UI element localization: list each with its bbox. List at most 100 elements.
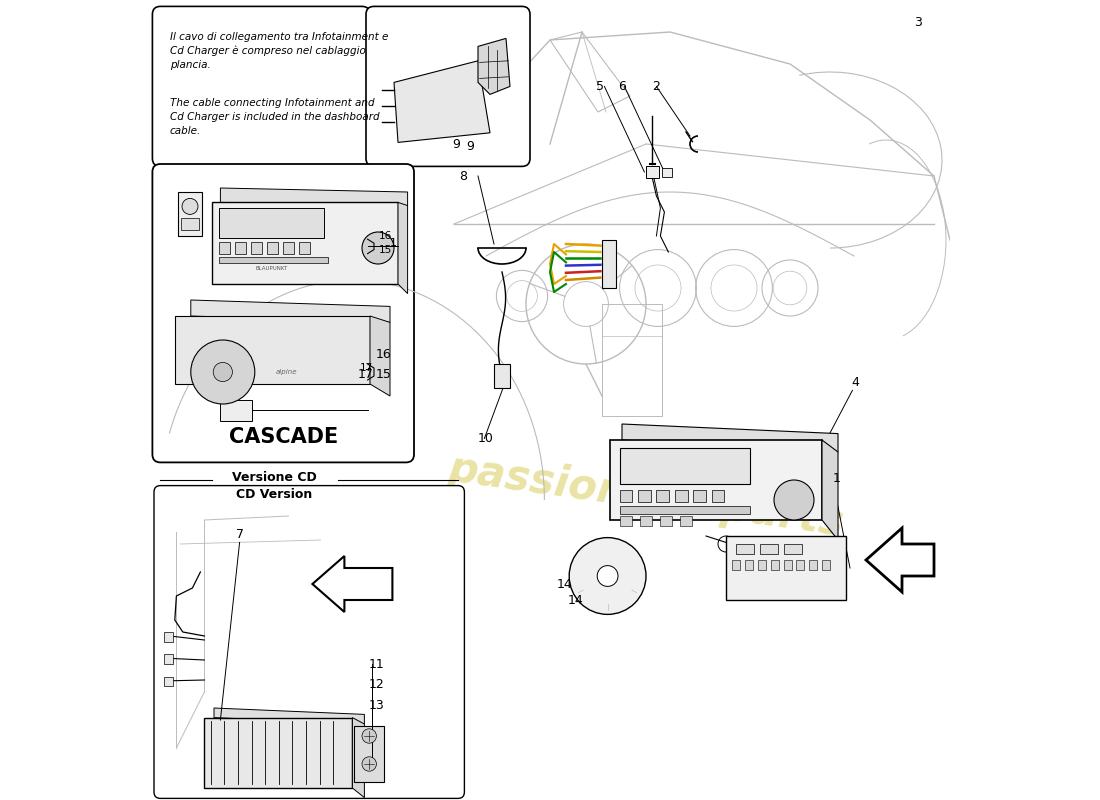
Bar (354, 726, 384, 782)
Text: 3: 3 (914, 16, 922, 29)
Bar (205, 718, 352, 788)
Polygon shape (621, 424, 838, 452)
Bar (638, 490, 651, 502)
Bar (212, 202, 398, 284)
Circle shape (362, 757, 376, 771)
Text: alpine: alpine (276, 369, 297, 375)
Text: 17: 17 (360, 363, 373, 373)
Bar (175, 316, 370, 384)
Text: 12: 12 (368, 678, 384, 690)
Bar (760, 544, 778, 554)
Polygon shape (398, 202, 408, 294)
Bar (646, 166, 659, 178)
Circle shape (190, 340, 255, 404)
Text: 14: 14 (568, 594, 583, 606)
Text: 16: 16 (376, 348, 392, 361)
Bar (182, 218, 199, 230)
Text: 14: 14 (557, 578, 572, 590)
Bar (796, 560, 804, 570)
Bar (810, 560, 817, 570)
Polygon shape (822, 440, 838, 540)
Bar (283, 242, 294, 254)
Bar (494, 364, 510, 388)
Polygon shape (312, 556, 393, 612)
Text: Il cavo di collegamento tra Infotainment e
Cd Charger è compreso nel cablaggio
p: Il cavo di collegamento tra Infotainment… (170, 32, 388, 70)
FancyBboxPatch shape (153, 6, 370, 166)
Bar (610, 440, 822, 520)
Polygon shape (478, 38, 510, 94)
Circle shape (213, 362, 232, 382)
Circle shape (597, 566, 618, 586)
Text: 13: 13 (368, 699, 384, 712)
Bar (662, 168, 672, 177)
Bar (178, 192, 202, 236)
Text: CASCADE: CASCADE (229, 426, 338, 446)
Circle shape (362, 232, 394, 264)
Bar (674, 490, 688, 502)
Bar (712, 490, 725, 502)
Polygon shape (214, 708, 364, 724)
Bar (639, 516, 652, 526)
Bar (693, 490, 706, 502)
Bar (745, 560, 754, 570)
Text: passion for parts: passion for parts (446, 447, 847, 545)
Text: 17: 17 (359, 368, 374, 381)
Text: Versione CD
CD Version: Versione CD CD Version (232, 471, 317, 502)
Text: 7: 7 (235, 528, 243, 541)
Polygon shape (370, 316, 390, 396)
Bar (219, 242, 230, 254)
Polygon shape (352, 718, 364, 798)
FancyBboxPatch shape (154, 486, 464, 798)
Text: 1: 1 (390, 238, 397, 248)
Text: 11: 11 (368, 658, 384, 670)
Text: 9: 9 (452, 138, 460, 150)
Bar (619, 448, 750, 484)
Text: 15: 15 (376, 368, 392, 381)
Bar (619, 516, 632, 526)
Bar (251, 242, 262, 254)
Bar (783, 560, 792, 570)
Bar (822, 560, 830, 570)
Circle shape (569, 538, 646, 614)
Bar (219, 257, 329, 263)
Bar (219, 208, 324, 238)
Bar (758, 560, 766, 570)
Text: 10: 10 (478, 432, 494, 445)
Bar (736, 544, 754, 554)
Polygon shape (220, 188, 408, 206)
Text: 9: 9 (466, 140, 474, 153)
Text: 16: 16 (378, 231, 392, 241)
Bar (660, 516, 672, 526)
Bar (680, 516, 692, 526)
FancyBboxPatch shape (153, 164, 414, 462)
Circle shape (774, 480, 814, 520)
Bar (220, 400, 252, 421)
Bar (234, 242, 246, 254)
Bar (619, 506, 750, 514)
Bar (771, 560, 779, 570)
Text: 2: 2 (652, 80, 660, 93)
Bar (164, 677, 173, 686)
Bar (619, 490, 632, 502)
Bar (733, 560, 740, 570)
Text: 8: 8 (460, 170, 467, 182)
Bar (267, 242, 278, 254)
Bar (783, 544, 802, 554)
Polygon shape (394, 61, 490, 142)
Polygon shape (866, 528, 934, 592)
Text: 4: 4 (851, 376, 859, 389)
Bar (602, 304, 662, 416)
Text: BLAUPUNKT: BLAUPUNKT (255, 266, 288, 270)
Bar (299, 242, 310, 254)
Bar (657, 490, 669, 502)
Circle shape (182, 198, 198, 214)
Bar (726, 536, 846, 600)
Circle shape (362, 729, 376, 743)
Text: The cable connecting Infotainment and
Cd Charger is included in the dashboard
ca: The cable connecting Infotainment and Cd… (170, 98, 380, 135)
Text: 15: 15 (378, 246, 392, 255)
Bar (602, 240, 616, 288)
Bar (164, 654, 173, 664)
Bar (164, 632, 173, 642)
Text: 5: 5 (596, 80, 604, 93)
Text: 1: 1 (833, 472, 840, 485)
